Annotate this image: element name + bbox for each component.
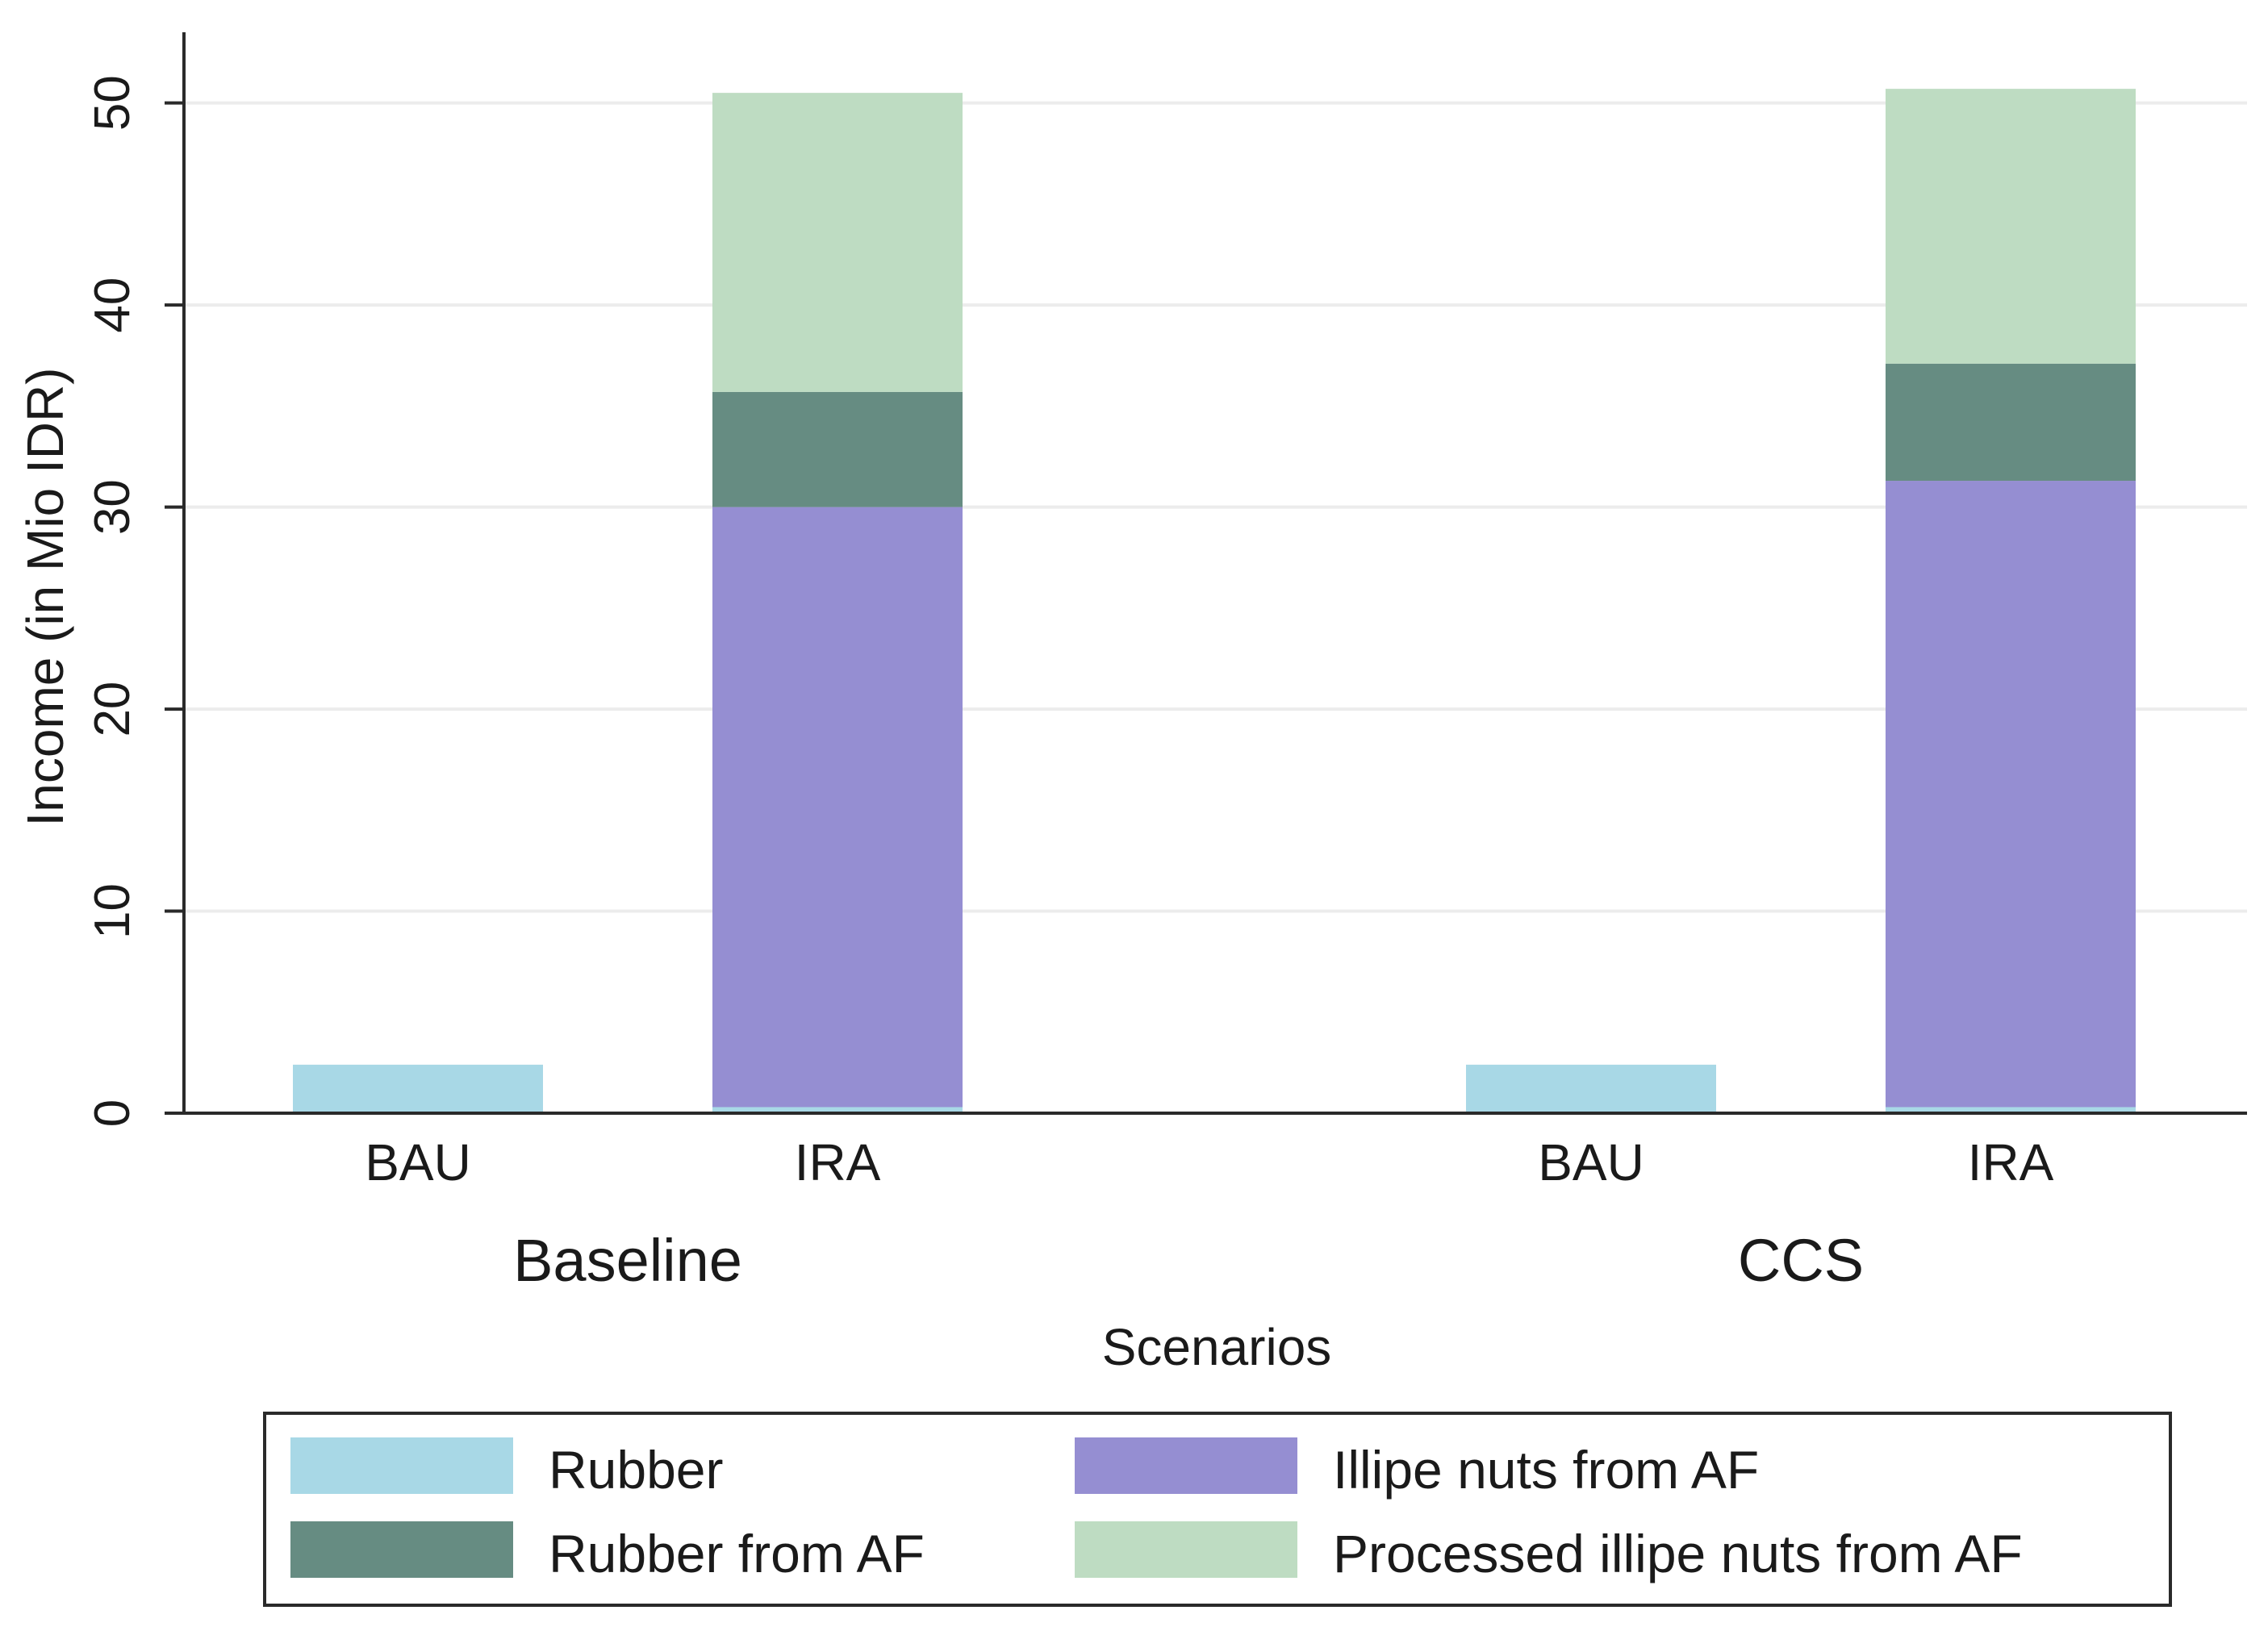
legend: Rubber Rubber from AF Illipe nuts from AF P… [263,1412,2172,1607]
category-label-baseline-bau: BAU [365,1133,471,1191]
legend-swatch-rubber [290,1437,513,1494]
legend-swatch-processed-illipe-nuts-from-af [1075,1521,1297,1578]
axes [165,32,2247,1115]
bar-ccs-ira-illipe-nuts-from-af [1886,481,2136,1108]
bar-ccs-ira-processed-illipe-nuts-from-af [1886,89,2136,364]
bar-ccs-ira-rubber [1886,1107,2136,1113]
bar-baseline-ira-rubber [712,1107,963,1113]
group-label-baseline: Baseline [513,1227,742,1294]
y-tick-label-0: 0 [85,1099,140,1127]
bar-ccs-bau-rubber [1466,1064,1716,1113]
y-axis-title: Income (in Mio IDR) [16,368,74,827]
y-tick-label-20: 20 [85,682,140,737]
bar-ccs-ira-rubber-from-af [1886,363,2136,482]
y-tick-label-50: 50 [85,75,140,131]
y-tick-label-10: 10 [85,883,140,939]
y-tick-label-40: 40 [85,277,140,333]
category-label-baseline-ira: IRA [795,1133,881,1191]
x-axis-title: Scenarios [1102,1318,1332,1376]
legend-label-processed-illipe-nuts-from-af: Processed illipe nuts from AF [1333,1524,2023,1583]
group-label-ccs: CCS [1738,1227,1864,1294]
bars [293,89,2136,1113]
legend-swatch-rubber-from-af [290,1521,513,1578]
bar-baseline-ira-illipe-nuts-from-af [712,507,963,1108]
legend-swatch-illipe-nuts-from-af [1075,1437,1297,1494]
bar-baseline-ira-processed-illipe-nuts-from-af [712,93,963,392]
bar-baseline-bau-rubber [293,1064,543,1113]
legend-label-illipe-nuts-from-af: Illipe nuts from AF [1333,1440,1759,1500]
bar-baseline-ira-rubber-from-af [712,391,963,507]
labels: 0 10 20 30 40 50 Income (in Mio IDR) BAU IRA Base… [16,75,2054,1376]
legend-label-rubber-from-af: Rubber from AF [549,1524,925,1583]
y-tick-label-30: 30 [85,479,140,535]
category-label-ccs-ira: IRA [1968,1133,2054,1191]
legend-label-rubber: Rubber [549,1440,723,1500]
category-label-ccs-bau: BAU [1538,1133,1644,1191]
